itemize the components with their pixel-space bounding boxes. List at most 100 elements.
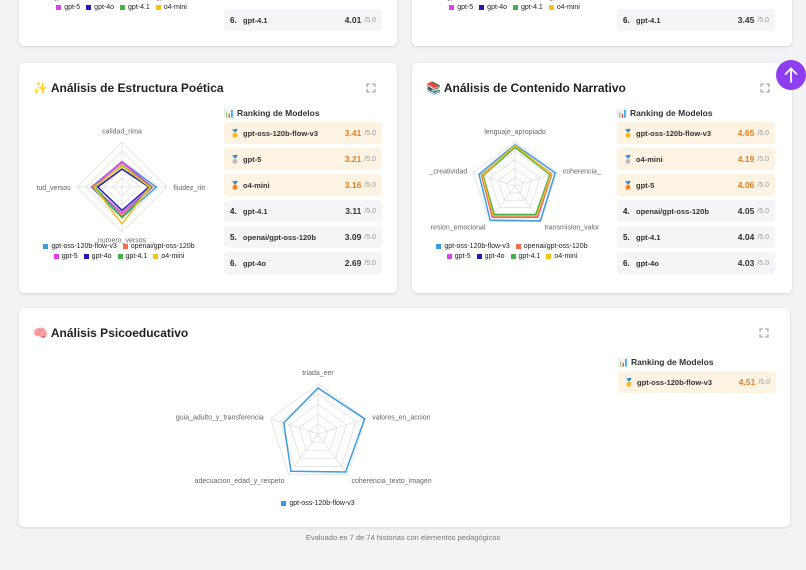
ranking: 6. gpt-4.1 4.01/5.0 <box>224 9 382 35</box>
model-name: openai/gpt-oss-120b <box>636 206 709 216</box>
rank: 🥇 <box>230 128 240 138</box>
legend-label: gpt-oss-120b-flow-v3 <box>444 243 510 250</box>
card: lenguaje_apropiado coherencia_ transmision… <box>412 63 792 293</box>
model-name: gpt-oss-120b-flow-v3 <box>243 128 319 138</box>
legend-item: openai/gpt-oss-120b <box>515 243 588 250</box>
legend-item: o4-mini <box>548 4 580 11</box>
score-max: /5.0 <box>757 16 769 24</box>
legend-swatch <box>281 501 287 506</box>
legend: gpt-oss-120b-flow-v3 openai/gpt-oss-120b g… <box>432 0 597 11</box>
legend-item: gpt-oss-120b-flow-v3 <box>281 500 355 507</box>
legend: gpt-oss-120b-flow-v3 <box>218 500 418 507</box>
model-name: gpt-5 <box>243 154 262 164</box>
legend-label: gpt-oss-120b-flow-v3 <box>51 243 117 250</box>
legend-label: gpt-5 <box>61 253 78 260</box>
radar-series <box>91 161 154 217</box>
ranking-row: 5. openai/gpt-oss-120b 3.09/5.0 <box>224 226 382 248</box>
ranking: 📊 Ranking de Modelos 🥇 gpt-oss-120b-flow-v… <box>617 108 775 278</box>
score-max: /5.0 <box>364 16 376 24</box>
ranking-row: 🥉 o4-mini 3.16/5.0 <box>224 174 382 196</box>
model-name: gpt-4.1 <box>636 15 661 25</box>
radar-series <box>93 165 151 226</box>
model-name: o4-mini <box>243 180 270 190</box>
legend-label: gpt-4o <box>484 253 505 260</box>
legend-label: gpt-4.1 <box>518 253 541 260</box>
rank: 🥇 <box>623 128 633 138</box>
radar-series <box>481 144 552 217</box>
radar-grid <box>497 167 533 201</box>
expand-icon[interactable] <box>760 83 770 93</box>
expand-icon[interactable] <box>366 83 376 93</box>
radar-series <box>96 168 151 212</box>
card-title: 🧠 Análisis Psicoeducativo <box>33 326 189 340</box>
legend-item: gpt-4o <box>479 4 507 11</box>
legend-swatch <box>515 244 521 249</box>
legend-item: openai/gpt-oss-120b <box>518 0 590 1</box>
ranking: 6. gpt-4.1 3.45/5.0 <box>617 9 775 35</box>
legend-swatch <box>155 5 161 10</box>
radar-grid <box>506 176 524 194</box>
radar-grid <box>472 141 558 222</box>
ranking-row: 🥇 gpt-oss-120b-flow-v3 3.41/5.0 <box>224 122 382 144</box>
legend-item: o4-mini <box>155 4 187 11</box>
ranking-row: 🥇 gpt-oss-120b-flow-v3 4.65/5.0 <box>617 122 775 144</box>
legend-item: gpt-oss-120b-flow-v3 <box>436 243 510 250</box>
card: gpt-oss-120b-flow-v3 openai/gpt-oss-120b g… <box>412 0 792 46</box>
score-max: /5.0 <box>757 181 769 189</box>
legend-item: openai/gpt-oss-120b <box>122 243 195 250</box>
axis-label: valores_en_accion <box>372 414 430 421</box>
radar-series <box>478 143 557 222</box>
score: 2.69 <box>344 258 362 268</box>
legend-item: gpt-4o <box>86 4 114 11</box>
ranking-row: 6. gpt-4.1 4.01/5.0 <box>224 9 382 31</box>
legend-swatch <box>122 244 128 249</box>
expand-icon[interactable] <box>759 328 769 338</box>
legend-label: gpt-4o <box>94 4 115 11</box>
legend-label: openai/gpt-oss-120b <box>130 243 195 250</box>
legend-label: gpt-oss-120b-flow-v3 <box>54 0 119 1</box>
radar-spoke <box>317 418 366 435</box>
card-title: 📚 Análisis de Contenido Narrativo <box>426 81 626 95</box>
radar-spoke <box>317 433 348 475</box>
axis-label: calidad_rima <box>102 129 142 136</box>
legend-swatch <box>546 254 552 259</box>
model-name: gpt-4.1 <box>243 15 268 25</box>
axis-label: adecuacion_edad_y_respeto <box>195 478 285 485</box>
scroll-top-button[interactable] <box>776 60 806 91</box>
ranking-row: 🥈 gpt-5 3.21/5.0 <box>224 148 382 170</box>
legend-swatch <box>83 254 89 259</box>
legend-item: gpt-4.1 <box>120 4 150 11</box>
legend-item: gpt-5 <box>56 4 80 11</box>
ranking-row: 5. gpt-4.1 4.04/5.0 <box>617 226 775 248</box>
score-max: /5.0 <box>757 207 769 215</box>
radar-chart: triada_eer valores_en_accion coherencia_te… <box>176 370 432 485</box>
score-max: /5.0 <box>758 378 770 386</box>
card-title: ✨ Análisis de Estructura Poética <box>33 81 224 95</box>
ranking-row: 4. gpt-4.1 3.11/5.0 <box>224 200 382 222</box>
model-name: gpt-oss-120b-flow-v3 <box>637 377 713 387</box>
score: 4.03 <box>737 258 755 268</box>
score-max: /5.0 <box>364 181 376 189</box>
score: 4.19 <box>737 154 755 164</box>
radar-grid <box>279 393 357 467</box>
axis-label: guia_adulto_y_transferencia <box>176 414 264 421</box>
ranking-title: 📊 Ranking de Modelos <box>617 108 713 118</box>
rank: 4. <box>623 206 630 216</box>
ranking-row: 🥇 gpt-oss-120b-flow-v3 4.51/5.0 <box>618 371 776 393</box>
radar-grid <box>270 383 366 475</box>
axis-label: triada_eer <box>302 370 334 377</box>
model-name: gpt-5 <box>636 180 655 190</box>
rank: 6. <box>623 258 630 268</box>
rank: 🥇 <box>624 377 634 387</box>
rank: 5. <box>230 232 237 242</box>
model-name: gpt-4o <box>243 258 266 268</box>
legend-label: o4-mini <box>163 4 187 11</box>
rank: 🥉 <box>230 180 240 190</box>
score-max: /5.0 <box>364 233 376 241</box>
radar-grid <box>489 159 541 208</box>
radar-chart: lenguaje_apropiado coherencia_ transmision… <box>429 129 601 232</box>
radar-series <box>482 146 552 216</box>
ranking: 📊 Ranking de Modelos 🥇 gpt-oss-120b-flow-v… <box>618 357 776 397</box>
legend-item: gpt-4o <box>83 253 112 260</box>
